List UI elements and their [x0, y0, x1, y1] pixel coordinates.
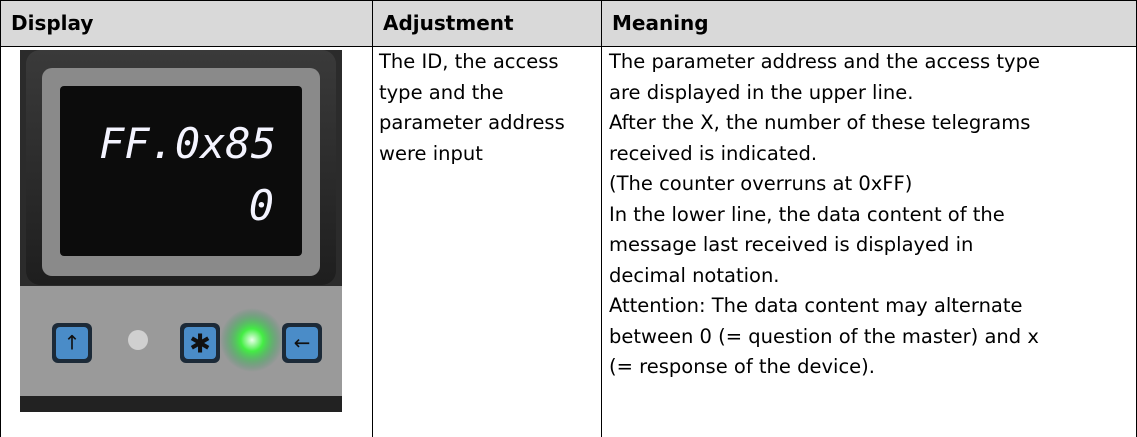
header-cell: Display [1, 0, 372, 46]
display-text: FF.0x85 [99, 119, 276, 168]
text-line: The parameter address and the access typ… [609, 50, 1040, 73]
border [372, 0, 373, 437]
text-line: (= response of the device). [609, 355, 875, 378]
text-line: message last received is displayed in [609, 233, 974, 256]
header-cell: Meaning [602, 0, 1136, 46]
text-line: parameter address [379, 111, 565, 134]
border [0, 0, 1, 437]
text-line: In the lower line, the data content of t… [609, 202, 1005, 226]
text-line: between 0 (= question of the master) and… [609, 324, 1039, 348]
text-line: The ID, the access [379, 50, 559, 73]
device-photo: FF.0x85 0 ↑ ✱ ← [20, 50, 342, 412]
text-line: (The counter overruns at 0xFF) [609, 172, 913, 195]
border [0, 46, 1137, 47]
svg-text:←: ← [294, 331, 311, 355]
text-line: Attention: The data content may alternat… [609, 294, 1023, 317]
svg-text:✱: ✱ [189, 330, 211, 360]
display-text: 0 [249, 181, 274, 230]
text-line: are displayed in the upper line. [609, 80, 914, 104]
border [0, 0, 1137, 1]
text-line: After the X, the number of these telegra… [609, 111, 1031, 134]
text-line: received is indicated. [609, 141, 818, 165]
meaning-cell: The parameter address and the access typ… [609, 47, 1040, 383]
border [601, 0, 602, 437]
header-cell: Adjustment [373, 0, 601, 46]
svg-text:↑: ↑ [64, 331, 81, 355]
text-line: were input [379, 141, 483, 165]
text-line: decimal notation. [609, 263, 780, 287]
text-line: type and the [379, 80, 504, 104]
adjustment-cell: The ID, the access type and the parameter … [379, 47, 565, 169]
